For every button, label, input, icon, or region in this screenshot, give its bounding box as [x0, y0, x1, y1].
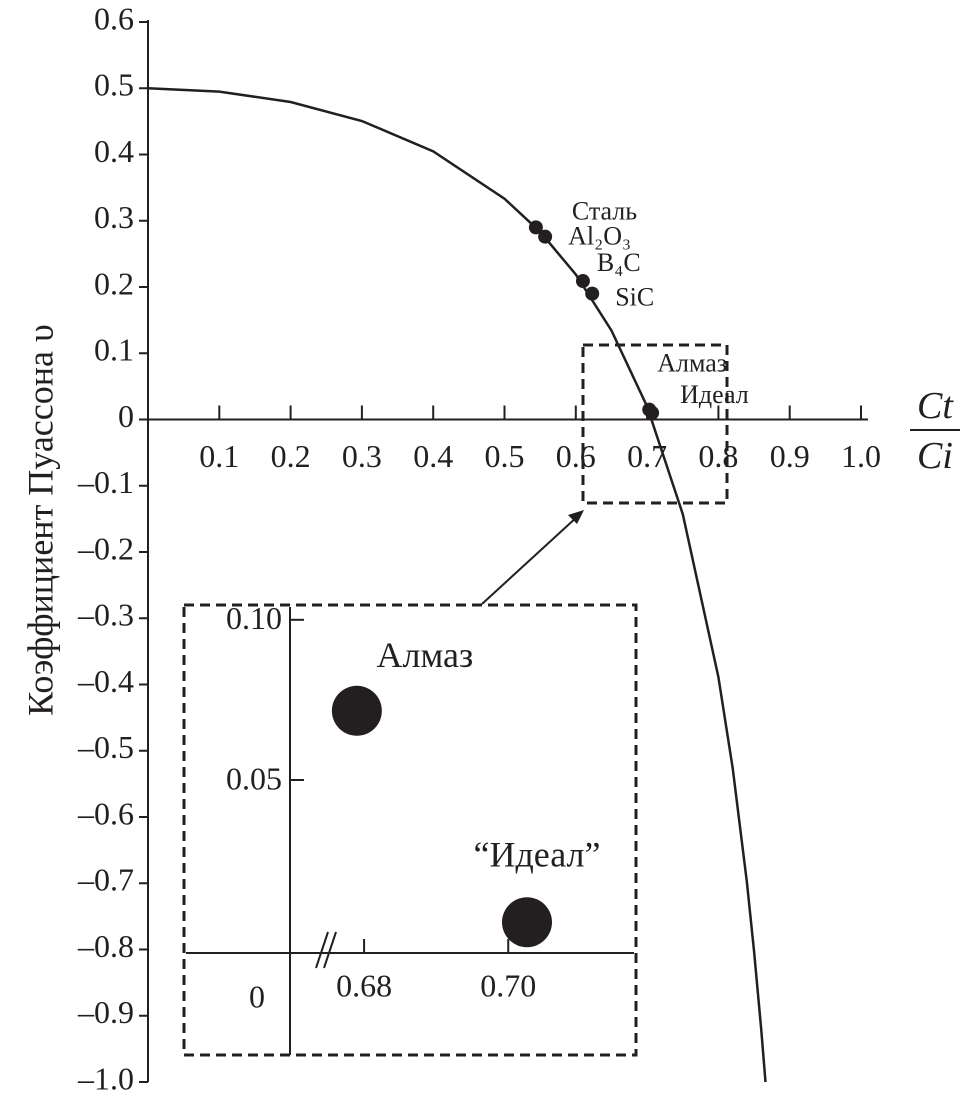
- y-tick-label: 0: [118, 398, 134, 434]
- y-tick-label: –0.3: [77, 597, 134, 633]
- y-tick-label: –0.1: [77, 464, 134, 500]
- y-tick-label: 0.6: [94, 0, 134, 36]
- y-axis-title: Коэффициент Пуассона υ: [20, 324, 60, 716]
- data-point: [528, 220, 543, 235]
- inset-box: [182, 603, 638, 1057]
- x-axis-title-num: Ct: [917, 385, 954, 427]
- axis-break: [315, 931, 337, 969]
- curve: [147, 87, 767, 1083]
- inset-x-tick-label: 0.68: [336, 967, 392, 1003]
- x-tick-label: 0.5: [485, 438, 525, 474]
- inset-y-tick-label: 0.10: [226, 600, 282, 636]
- y-tick-label: –0.8: [77, 928, 134, 964]
- x-tick-label: 0.6: [556, 438, 596, 474]
- point-label: Алмаз: [657, 349, 727, 378]
- data-point: [585, 286, 600, 301]
- data-point: [645, 405, 660, 420]
- y-tick-label: –0.7: [77, 862, 134, 898]
- inset-point: [331, 685, 382, 736]
- point-label: Сталь: [572, 196, 637, 225]
- data-point: [538, 229, 553, 244]
- y-tick-label: 0.1: [94, 332, 134, 368]
- zoom-arrow: [481, 515, 579, 605]
- inset-point: [501, 897, 552, 948]
- inset-x-tick-label: 0.70: [480, 967, 536, 1003]
- y-tick-label: –0.9: [77, 994, 134, 1030]
- y-tick-label: –0.4: [77, 663, 134, 699]
- y-tick-label: –0.6: [77, 795, 134, 831]
- point-label: B₄C: [597, 248, 641, 277]
- y-tick-label: 0.3: [94, 199, 134, 235]
- x-axis-title-den: Ci: [917, 435, 953, 477]
- x-tick-label: 0.1: [199, 438, 239, 474]
- data-point: [575, 274, 590, 289]
- x-tick-label: 0.8: [698, 438, 738, 474]
- zoom-box: [581, 343, 729, 505]
- x-tick-label: 1.0: [841, 438, 881, 474]
- y-tick-label: –0.2: [77, 530, 134, 566]
- x-tick-label: 0.3: [342, 438, 382, 474]
- y-tick-label: 0.5: [94, 67, 134, 103]
- x-tick-label: 0.2: [271, 438, 311, 474]
- inset-y-tick-label: 0.05: [226, 760, 282, 796]
- x-tick-label: 0.9: [770, 438, 810, 474]
- x-tick-label: 0.4: [413, 438, 453, 474]
- y-tick-label: –0.5: [77, 729, 134, 765]
- point-label: Al₂O₃: [568, 222, 631, 251]
- inset-point-label: Алмаз: [377, 635, 474, 675]
- inset-origin-label: 0: [249, 978, 265, 1014]
- y-tick-label: –1.0: [77, 1060, 134, 1096]
- point-label: Идеал: [680, 380, 749, 409]
- y-tick-label: 0.4: [94, 133, 134, 169]
- point-label: SiC: [615, 283, 654, 312]
- x-tick-label: 0.7: [627, 438, 667, 474]
- y-tick-label: 0.2: [94, 265, 134, 301]
- zoom-arrowhead: [568, 510, 584, 524]
- inset-point-label: “Идеал”: [474, 835, 601, 875]
